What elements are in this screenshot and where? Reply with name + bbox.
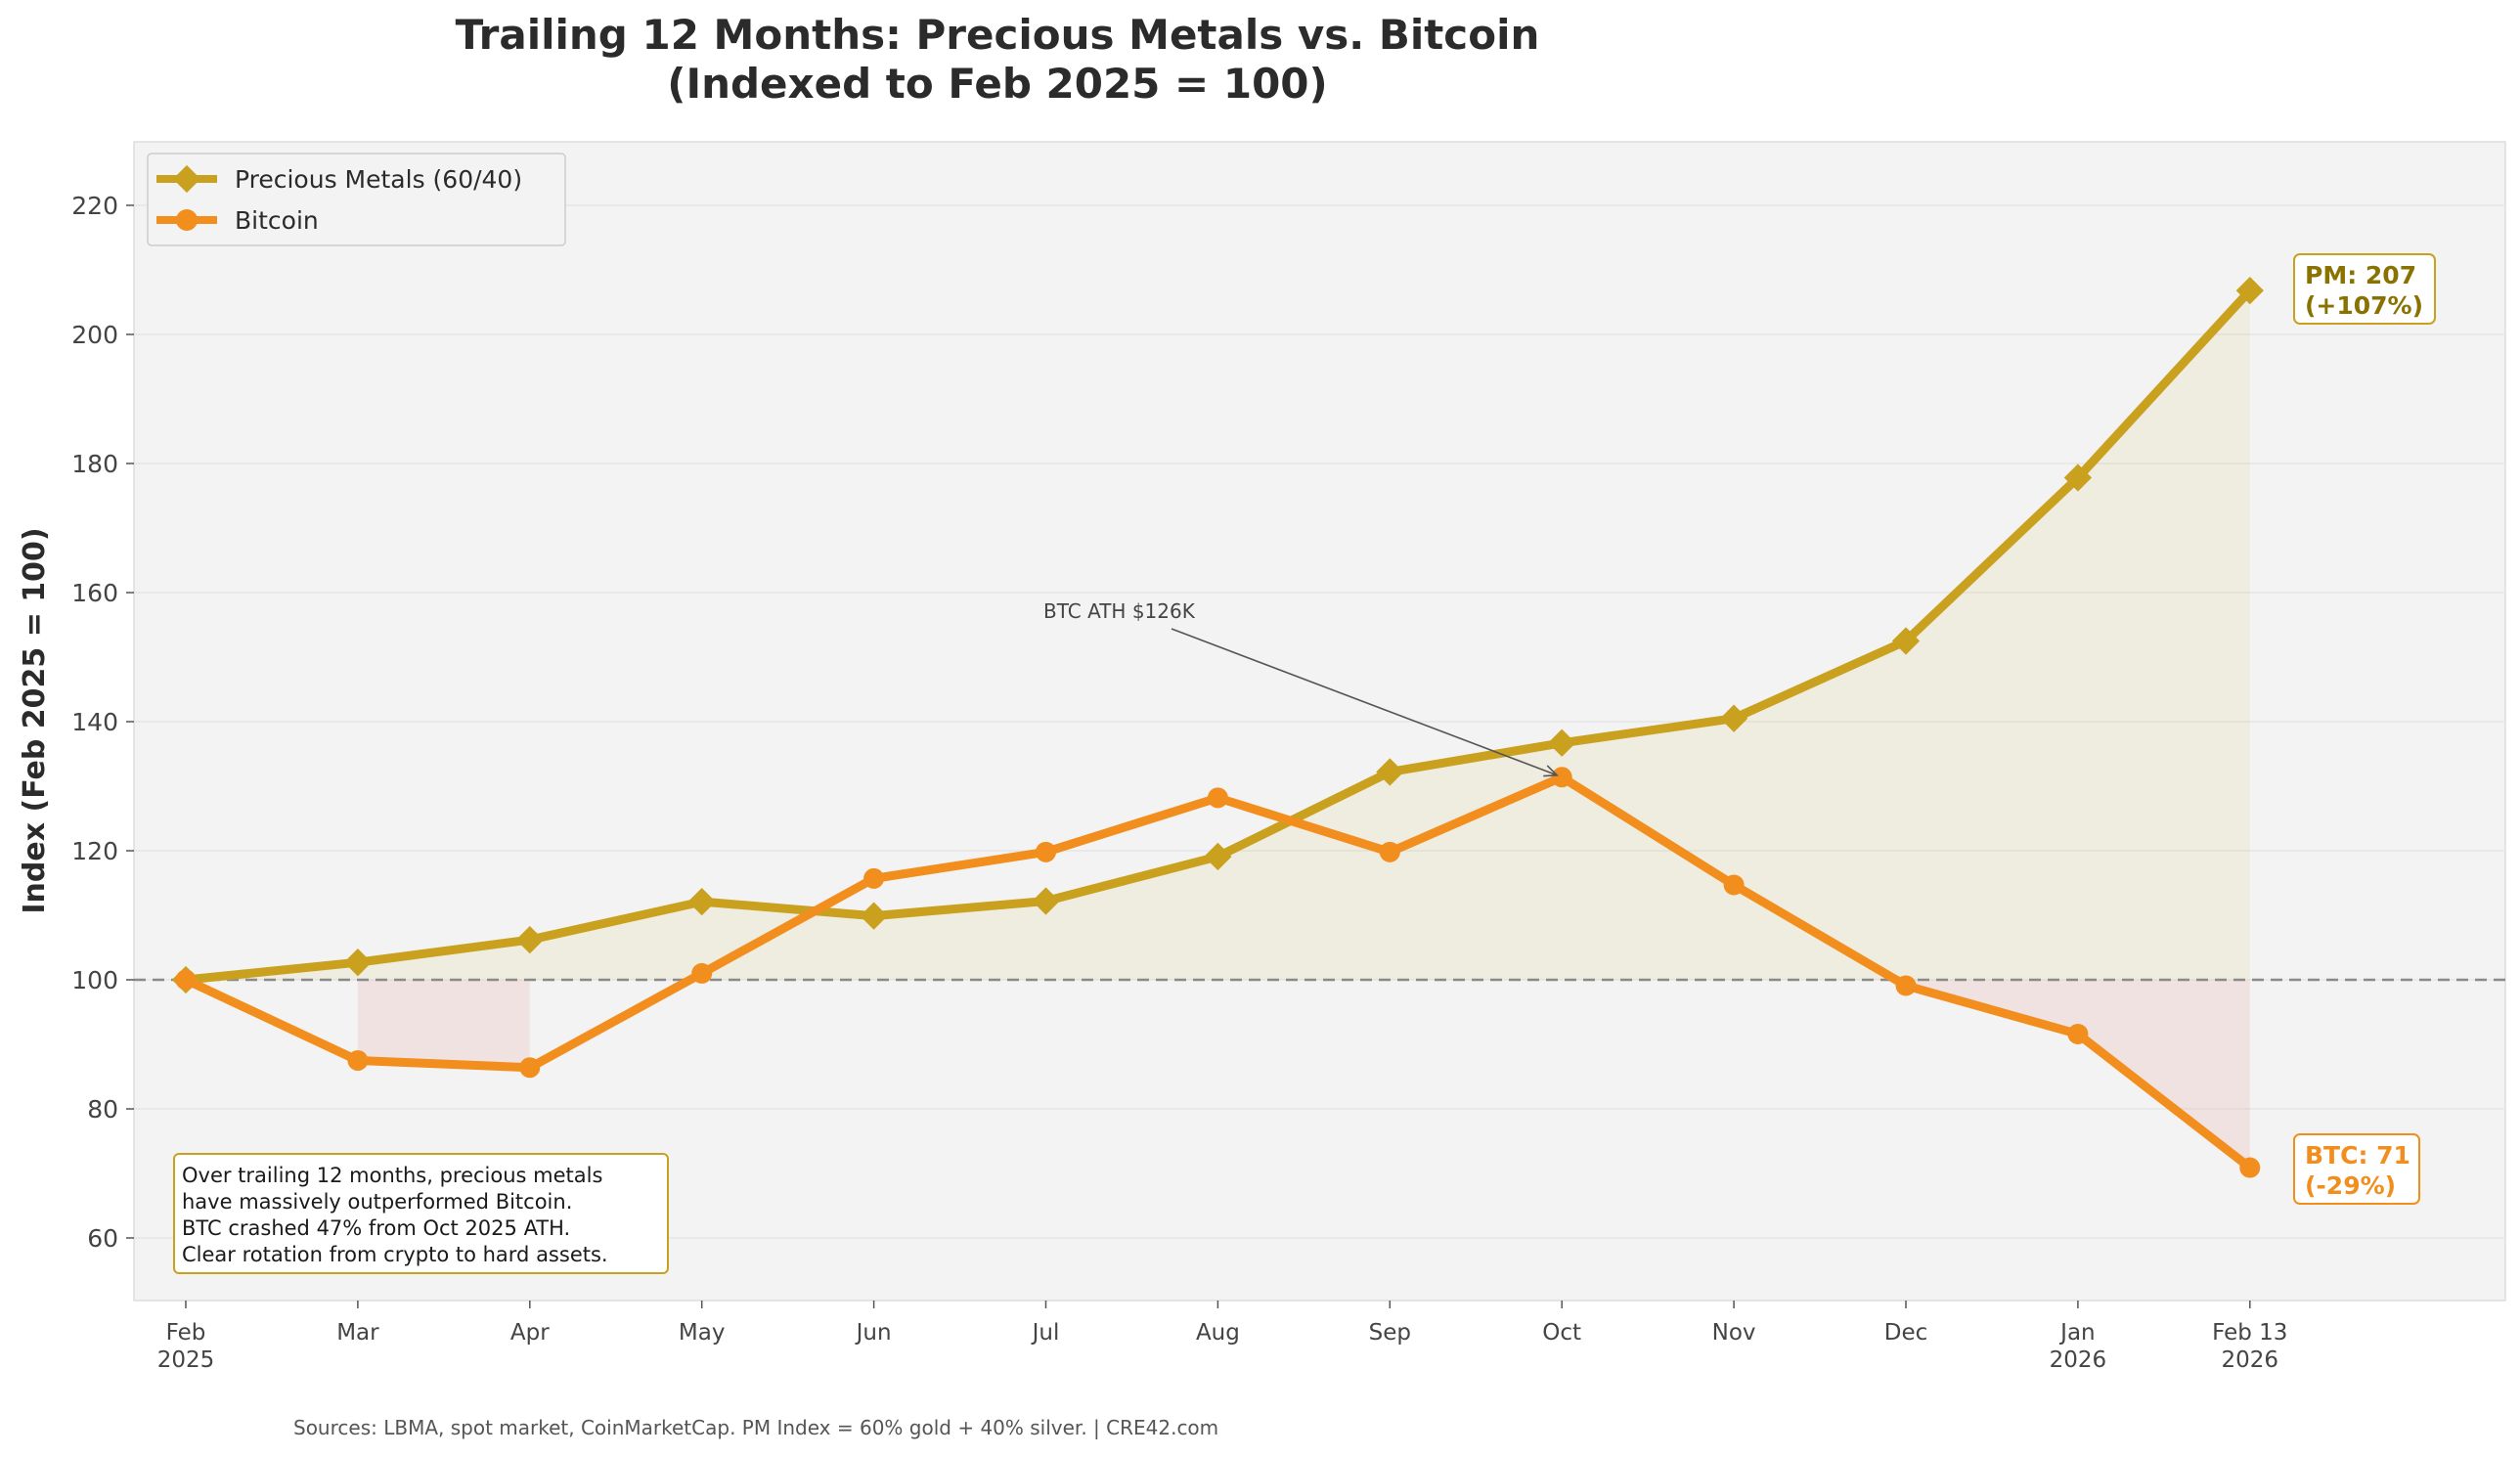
x-tick-label: May	[679, 1320, 726, 1346]
x-tick-label: Jan	[2058, 1320, 2095, 1346]
btc-point	[1036, 841, 1056, 862]
pm-point	[1891, 627, 1921, 655]
btc-point	[1551, 767, 1572, 788]
legend-btc-marker	[176, 209, 198, 231]
btc-drawdown-area-early	[357, 980, 530, 1068]
pm-point	[1204, 842, 1232, 871]
x-tick-label: Feb 13	[2212, 1320, 2287, 1346]
x-tick-label: Nov	[1712, 1320, 1756, 1346]
btc-end-label-line2: (-29%)	[2305, 1171, 2396, 1200]
note-line-4: Clear rotation from crypto to hard asset…	[182, 1243, 608, 1266]
btc-drawdown-area-late	[1906, 980, 2250, 1169]
btc-point	[347, 1050, 369, 1071]
note-line-3: BTC crashed 47% from Oct 2025 ATH.	[182, 1216, 570, 1240]
x-tick-label: Jun	[855, 1320, 892, 1346]
y-tick-label: 160	[71, 579, 118, 607]
btc-point	[1895, 975, 1917, 996]
btc-end-label-line1: BTC: 71	[2305, 1141, 2410, 1170]
pm-point	[1719, 704, 1748, 732]
btc-end-label: BTC: 71 (-29%)	[2293, 1133, 2420, 1205]
pm-point	[343, 949, 373, 977]
note-box: Over trailing 12 months, precious metals…	[173, 1153, 669, 1274]
y-tick-label: 220	[71, 192, 118, 220]
pm-point	[2063, 464, 2093, 492]
btc-point	[1207, 787, 1228, 809]
ath-arrow-line	[1171, 628, 1558, 776]
pm-point	[515, 925, 544, 954]
legend: Precious Metals (60/40) Bitcoin	[147, 153, 566, 246]
pm-outperformance-area	[186, 290, 2250, 980]
y-tick-label: 120	[71, 837, 118, 865]
btc-point	[1723, 874, 1745, 896]
x-tick-label: 2025	[157, 1347, 215, 1373]
y-tick-label: 200	[71, 321, 118, 349]
pm-point	[2235, 276, 2264, 305]
btc-point	[2239, 1157, 2261, 1178]
x-tick-label: Feb	[166, 1320, 206, 1346]
y-tick-label: 60	[87, 1224, 118, 1253]
pm-point	[1032, 887, 1060, 915]
btc-point	[863, 867, 885, 889]
pm-end-label-line1: PM: 207	[2305, 261, 2416, 289]
legend-btc-label: Bitcoin	[235, 206, 319, 235]
ath-arrow-head	[1543, 765, 1560, 777]
pm-point	[687, 887, 716, 916]
x-tick-label: Apr	[510, 1320, 550, 1346]
y-tick-label: 180	[71, 450, 118, 478]
btc-point	[175, 969, 197, 991]
pm-point	[1548, 728, 1576, 757]
chart-title: Trailing 12 Months: Precious Metals vs. …	[456, 11, 1540, 59]
chart-subtitle: (Indexed to Feb 2025 = 100)	[667, 60, 1327, 108]
btc-point	[2067, 1023, 2089, 1044]
pm-point	[1376, 758, 1404, 786]
y-tick-label: 140	[71, 708, 118, 736]
x-tick-label: Dec	[1884, 1320, 1928, 1346]
x-tick-label: 2026	[2050, 1347, 2107, 1373]
btc-point	[1379, 841, 1400, 862]
x-tick-label: Aug	[1196, 1320, 1240, 1346]
x-tick-label: Sep	[1369, 1320, 1411, 1346]
y-tick-label: 80	[87, 1095, 118, 1124]
y-tick-label: 100	[71, 966, 118, 994]
pm-point	[860, 902, 888, 930]
x-tick-label: Oct	[1542, 1320, 1581, 1346]
footer-sources: Sources: LBMA, spot market, CoinMarketCa…	[293, 1416, 1218, 1439]
x-tick-label: Mar	[336, 1320, 379, 1346]
ath-annotation-label: BTC ATH $126K	[1043, 599, 1196, 623]
y-axis-label: Index (Feb 2025 = 100)	[18, 527, 52, 913]
btc-point	[691, 962, 713, 984]
btc-point	[519, 1057, 541, 1079]
x-tick-label: Jul	[1031, 1320, 1060, 1346]
pm-end-label-line2: (+107%)	[2305, 291, 2423, 320]
legend-pm-label: Precious Metals (60/40)	[235, 165, 522, 194]
note-line-2: have massively outperformed Bitcoin.	[182, 1190, 572, 1214]
x-tick-label: 2026	[2222, 1347, 2279, 1373]
pm-end-label: PM: 207 (+107%)	[2293, 253, 2436, 325]
note-line-1: Over trailing 12 months, precious metals	[182, 1164, 602, 1187]
